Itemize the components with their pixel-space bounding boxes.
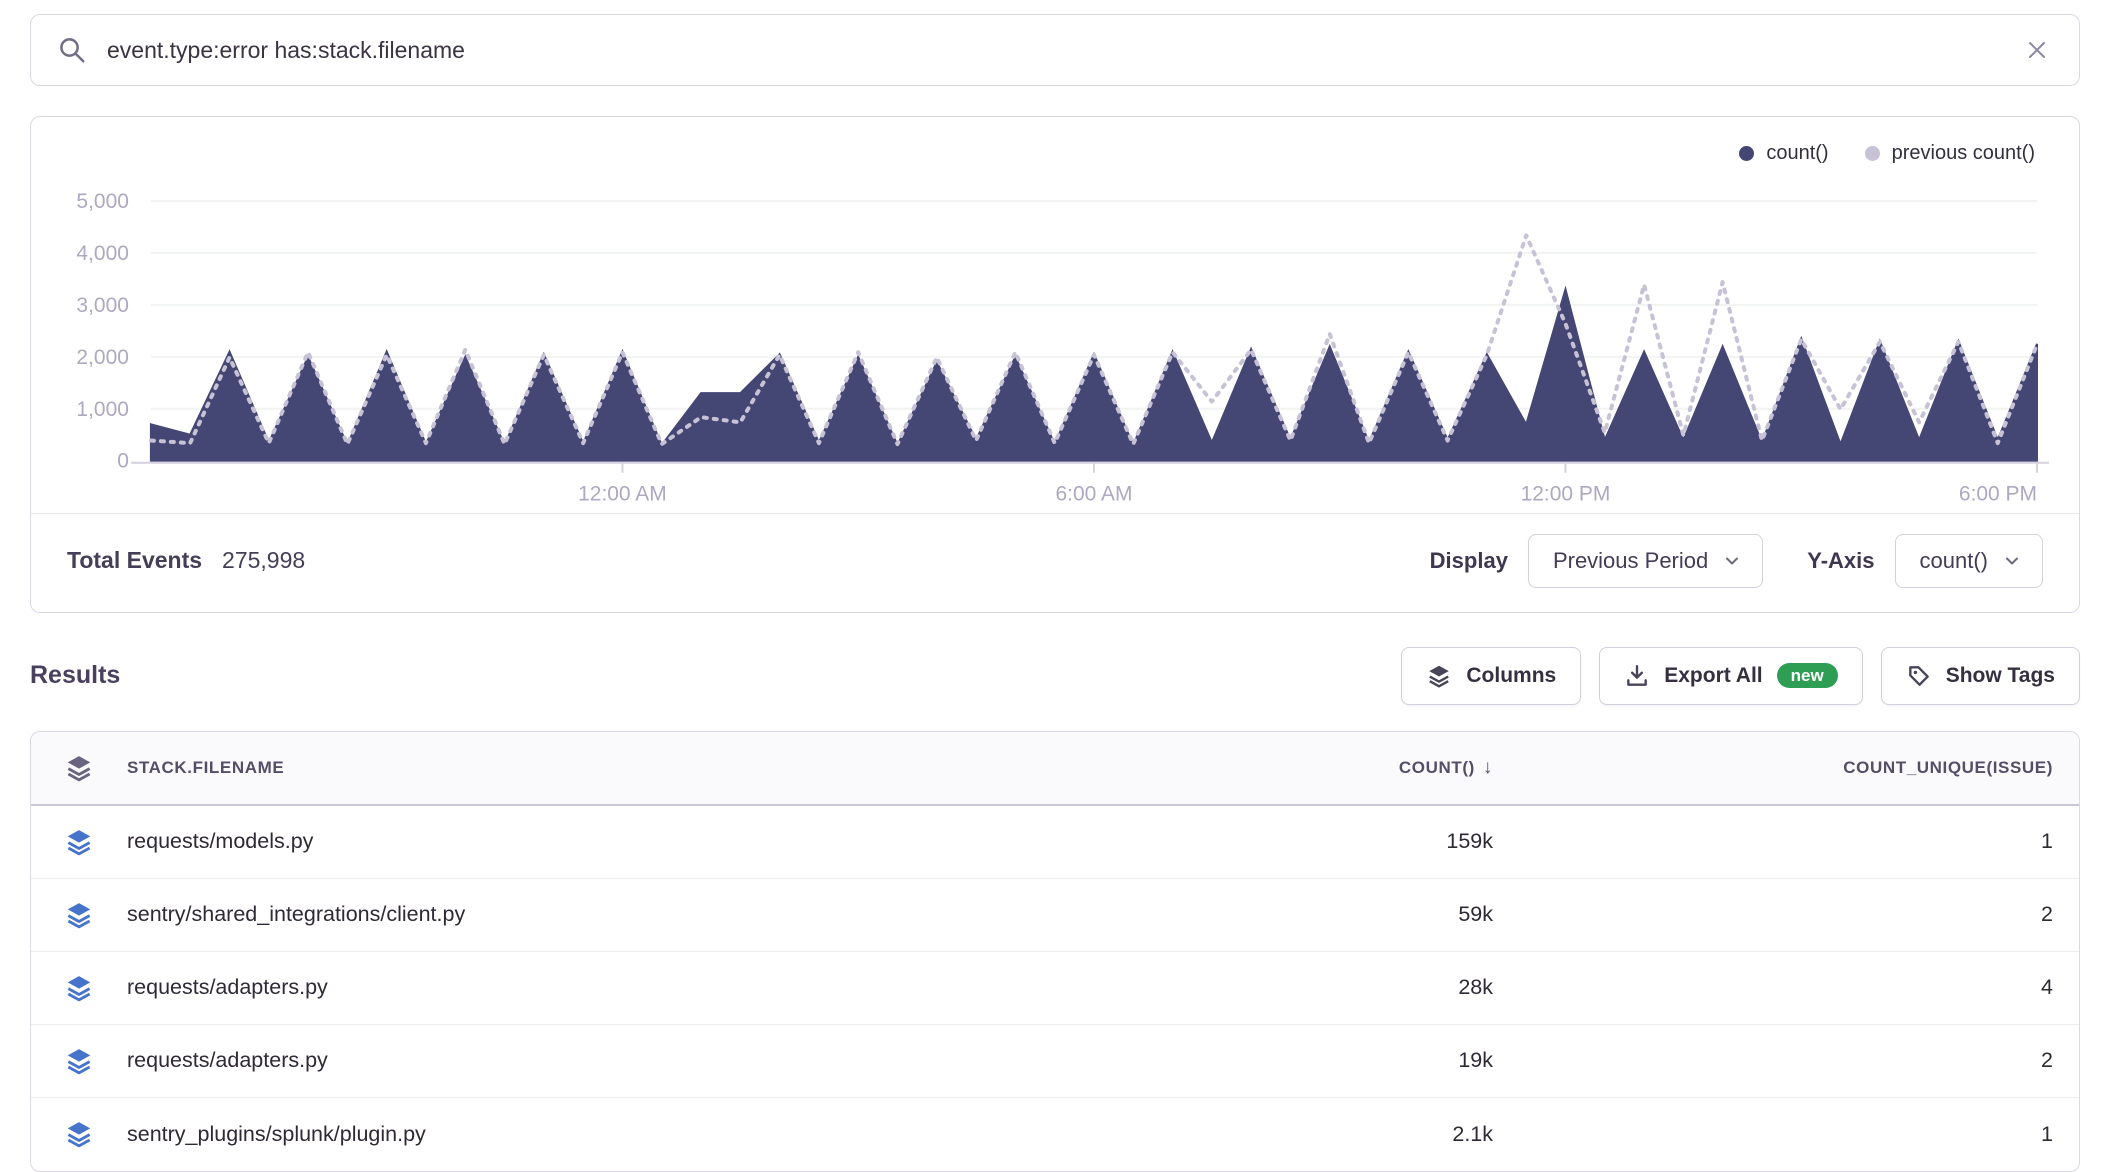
svg-text:1,000: 1,000 [76, 398, 128, 421]
table-row[interactable]: requests/adapters.py 19k 2 [31, 1025, 2079, 1098]
results-table: STACK.FILENAME COUNT() ↓ COUNT_UNIQUE(ISS… [30, 730, 2080, 1172]
search-bar [30, 14, 2080, 86]
table-row[interactable]: requests/models.py 159k 1 [31, 806, 2079, 879]
stack-filename-cell[interactable]: sentry_plugins/splunk/plugin.py [127, 1121, 426, 1146]
legend-label-previous-count: previous count() [1891, 141, 2035, 164]
legend-item-previous-count[interactable]: previous count() [1864, 141, 2035, 165]
layers-icon[interactable] [31, 973, 127, 1003]
layers-icon[interactable] [31, 1119, 127, 1149]
stack-filename-cell[interactable]: requests/adapters.py [127, 975, 328, 1000]
yaxis-label: Y-Axis [1807, 547, 1875, 573]
total-events-value: 275,998 [222, 547, 306, 574]
count-unique-cell[interactable]: 2 [2041, 902, 2053, 927]
svg-text:4,000: 4,000 [76, 242, 128, 265]
export-all-button[interactable]: Export All new [1599, 646, 1863, 705]
legend-label-count: count() [1766, 141, 1829, 164]
count-cell[interactable]: 2.1k [1452, 1121, 1493, 1146]
clear-search-button[interactable] [2021, 34, 2053, 66]
display-label: Display [1429, 547, 1508, 573]
chart-footer-divider [31, 512, 2079, 514]
events-over-time-chart[interactable]: 0 1,000 2,000 3,000 4,000 5,000 12:00 AM 6:00 A… [31, 171, 2079, 513]
layers-icon [64, 753, 94, 783]
sort-desc-icon: ↓ [1482, 756, 1493, 778]
svg-text:3,000: 3,000 [76, 294, 128, 317]
stack-filename-cell[interactable]: requests/models.py [127, 829, 314, 854]
table-row[interactable]: sentry_plugins/splunk/plugin.py 2.1k 1 [31, 1098, 2079, 1171]
events-chart-panel: count() previous count() 0 1,000 2,000 3,00… [30, 116, 2080, 613]
columns-button[interactable]: Columns [1401, 646, 1582, 705]
layers-icon [1426, 663, 1452, 689]
columns-button-label: Columns [1466, 663, 1557, 687]
svg-text:2,000: 2,000 [76, 346, 128, 369]
count-cell[interactable]: 59k [1458, 902, 1493, 927]
yaxis-dropdown[interactable]: count() [1894, 533, 2043, 588]
layers-icon[interactable] [31, 900, 127, 930]
previous-count-series-dot [1864, 145, 1880, 161]
chevron-down-icon [1722, 551, 1742, 571]
layers-icon[interactable] [31, 827, 127, 857]
table-body: requests/models.py 159k 1 sentry/shared_int… [31, 806, 2079, 1171]
count-unique-cell[interactable]: 1 [2041, 1121, 2053, 1146]
svg-text:12:00 AM: 12:00 AM [578, 483, 667, 506]
table-row[interactable]: sentry/shared_integrations/client.py 59k 2 [31, 879, 2079, 952]
chevron-down-icon [2002, 551, 2022, 571]
chart-legend: count() previous count() [31, 135, 2079, 171]
count-unique-cell[interactable]: 2 [2041, 1048, 2053, 1073]
show-tags-button-label: Show Tags [1945, 663, 2055, 687]
count-series-dot [1739, 145, 1755, 161]
svg-text:12:00 PM: 12:00 PM [1521, 483, 1611, 506]
count-unique-cell[interactable]: 4 [2041, 975, 2053, 1000]
count-cell[interactable]: 28k [1458, 975, 1493, 1000]
new-badge: new [1776, 663, 1838, 689]
display-dropdown-value: Previous Period [1552, 547, 1709, 573]
search-input[interactable] [105, 35, 2003, 65]
chart-footer: Total Events 275,998 Display Previous Pe… [31, 514, 2079, 612]
column-settings-icon[interactable] [31, 753, 127, 783]
svg-text:5,000: 5,000 [76, 190, 128, 213]
results-header: Results Columns Export All new Show Tags [30, 646, 2080, 705]
export-all-button-label: Export All [1664, 663, 1763, 687]
yaxis-dropdown-value: count() [1919, 547, 1988, 573]
results-title: Results [30, 661, 121, 690]
table-header-row: STACK.FILENAME COUNT() ↓ COUNT_UNIQUE(ISS… [31, 731, 2079, 806]
download-icon [1624, 663, 1650, 689]
table-row[interactable]: requests/adapters.py 28k 4 [31, 952, 2079, 1025]
svg-text:6:00 PM: 6:00 PM [1959, 483, 2037, 506]
legend-item-count[interactable]: count() [1739, 141, 1829, 165]
svg-text:0: 0 [117, 450, 129, 473]
count-unique-cell[interactable]: 1 [2041, 829, 2053, 854]
column-header-stack-filename[interactable]: STACK.FILENAME [127, 757, 285, 777]
column-header-count-unique-issue[interactable]: COUNT_UNIQUE(ISSUE) [1843, 757, 2053, 777]
display-dropdown[interactable]: Previous Period [1527, 533, 1764, 588]
column-header-count[interactable]: COUNT() ↓ [1398, 756, 1493, 778]
search-icon [57, 35, 87, 65]
count-cell[interactable]: 159k [1446, 829, 1493, 854]
show-tags-button[interactable]: Show Tags [1880, 646, 2080, 705]
count-cell[interactable]: 19k [1458, 1048, 1493, 1073]
stack-filename-cell[interactable]: requests/adapters.py [127, 1048, 328, 1073]
stack-filename-cell[interactable]: sentry/shared_integrations/client.py [127, 902, 466, 927]
close-icon [2025, 38, 2049, 62]
tag-icon [1906, 663, 1932, 689]
layers-icon[interactable] [31, 1046, 127, 1076]
svg-text:6:00 AM: 6:00 AM [1055, 483, 1132, 506]
total-events-label: Total Events [67, 547, 203, 574]
